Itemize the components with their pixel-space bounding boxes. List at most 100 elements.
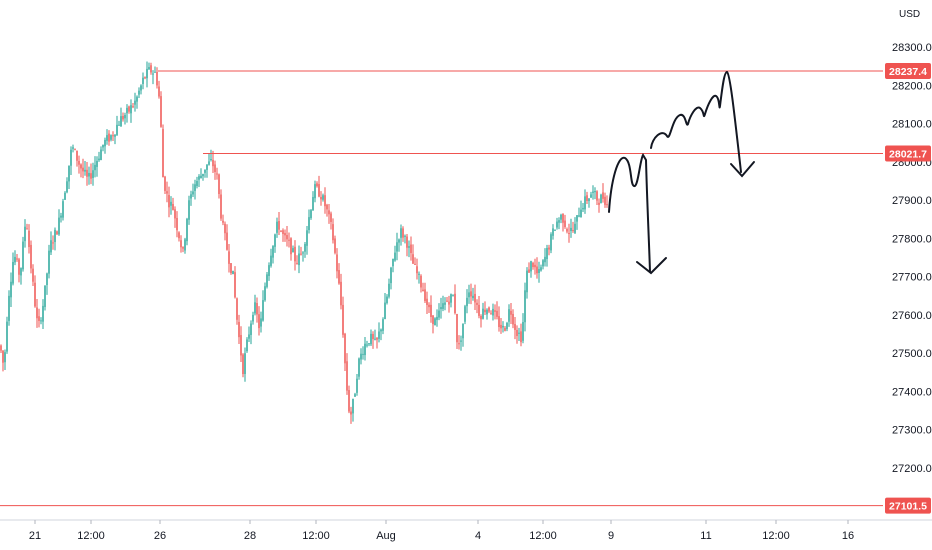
candle [2, 350, 4, 372]
candle [304, 242, 306, 258]
plot-area[interactable] [0, 61, 883, 507]
candle [24, 219, 26, 248]
candle [178, 231, 180, 242]
y-tick-label: 27900.0 [892, 195, 932, 207]
candle [424, 282, 426, 304]
candle [530, 260, 532, 278]
price-level-tag: 27101.5 [885, 497, 931, 514]
candle [188, 195, 190, 225]
candle [334, 235, 336, 255]
candle [242, 353, 244, 378]
candle [134, 92, 136, 112]
svg-text:28237.4: 28237.4 [889, 66, 927, 78]
candle [468, 284, 470, 304]
candle [26, 223, 28, 230]
candle [478, 295, 480, 319]
candle [88, 166, 90, 185]
candle [456, 313, 458, 349]
candle [336, 248, 338, 279]
candle [128, 105, 130, 114]
candle [568, 223, 570, 243]
candle [356, 374, 358, 396]
x-tick-label: 21 [29, 530, 41, 542]
candle [14, 250, 16, 266]
candle [486, 308, 488, 320]
candle [448, 295, 450, 313]
candles [0, 61, 608, 424]
candle [534, 258, 536, 275]
candle [160, 91, 162, 128]
price-axis[interactable]: 28400.0 USD 27200.027300.027400.027500.0… [883, 0, 932, 520]
x-tick-label: 28 [244, 530, 256, 542]
candle [504, 326, 506, 332]
candle [20, 267, 22, 285]
candle [124, 112, 126, 125]
candle [310, 208, 312, 220]
candle [122, 112, 124, 122]
candle [386, 294, 388, 305]
time-axis[interactable]: 21 12:00 26 28 12:00 Aug 4 12:00 9 11 12:00 16 [0, 519, 932, 542]
candle [344, 332, 346, 372]
candle [442, 295, 444, 312]
candle [30, 240, 32, 274]
candle [184, 237, 186, 254]
candle [186, 217, 188, 246]
candle [284, 229, 286, 242]
candle [80, 163, 82, 178]
candle [252, 311, 254, 325]
candle [168, 186, 170, 218]
candle [426, 291, 428, 314]
candle [50, 231, 52, 256]
candle [482, 302, 484, 320]
candle [12, 252, 14, 286]
candle [514, 317, 516, 340]
candle [258, 306, 260, 336]
candle [384, 292, 386, 320]
candle [78, 155, 80, 174]
candle [544, 248, 546, 267]
candle [414, 257, 416, 265]
candle [332, 218, 334, 244]
candle [324, 187, 326, 214]
candle [130, 99, 132, 123]
candle [56, 230, 58, 235]
price-level-tag: 28021.7 [885, 145, 931, 162]
candle [58, 209, 60, 236]
candle [246, 337, 248, 353]
candle [48, 244, 50, 279]
candle [320, 191, 322, 206]
candle [146, 61, 148, 88]
candle [422, 282, 424, 292]
candle [594, 187, 596, 200]
candle [326, 203, 328, 217]
candle [108, 130, 110, 146]
candle [214, 160, 216, 180]
candle [510, 303, 512, 325]
y-tick-label: 27600.0 [892, 310, 932, 322]
candle [352, 398, 354, 422]
candle [98, 151, 100, 162]
candle [288, 232, 290, 248]
candle [392, 258, 394, 273]
candle [314, 180, 316, 203]
candle [174, 206, 176, 228]
candle [200, 168, 202, 179]
candle [206, 164, 208, 178]
candle [546, 244, 548, 267]
candle [68, 165, 70, 189]
candle [76, 150, 78, 167]
candle [110, 134, 112, 142]
candle [6, 316, 8, 354]
candle [260, 311, 262, 333]
candle [350, 406, 352, 424]
candle [596, 190, 598, 205]
candle [328, 204, 330, 224]
candle [116, 115, 118, 136]
candle [182, 246, 184, 253]
candle [292, 245, 294, 253]
candle [492, 303, 494, 321]
candle [286, 225, 288, 247]
candle [406, 233, 408, 257]
candle [22, 236, 24, 272]
